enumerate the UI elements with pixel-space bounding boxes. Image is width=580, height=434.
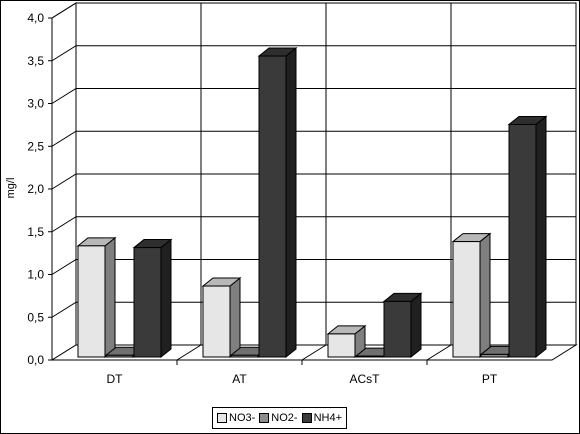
y-tick-label: 0,0 — [27, 353, 44, 367]
legend-swatch — [301, 413, 312, 423]
gridlines — [48, 2, 576, 365]
bar-at-nh4 — [257, 46, 298, 359]
x-category-labels: DT AT ACsT PT — [107, 372, 498, 386]
bar-dt-no3 — [76, 236, 117, 359]
gridline — [51, 216, 576, 233]
gridline — [51, 259, 576, 275]
y-axis-label: mg/l — [5, 178, 17, 199]
y-tick-label: 4,0 — [27, 11, 44, 25]
gridline — [51, 130, 576, 147]
bar-acst-nh4 — [382, 292, 423, 359]
legend: NO3- NO2- NH4+ — [212, 407, 347, 429]
gridline — [51, 88, 576, 104]
y-tick-label: 3,0 — [27, 97, 44, 111]
legend-label: NO3- — [229, 412, 256, 424]
chart-walls — [50, 2, 578, 361]
bar-dt-nh4 — [132, 238, 173, 359]
bar-pt-no3 — [451, 232, 492, 359]
y-tick-label: 2,5 — [27, 139, 44, 153]
x-category-label: PT — [482, 372, 498, 386]
gridline — [51, 45, 576, 62]
gridline — [51, 173, 576, 190]
legend-label: NO2- — [271, 412, 298, 424]
legend-item: NO2- — [259, 412, 298, 424]
legend-label: NH4+ — [313, 412, 342, 424]
y-tick-label: 2,0 — [27, 182, 44, 196]
gridline — [51, 2, 576, 19]
bars — [76, 46, 548, 359]
floor-divider — [426, 344, 452, 361]
y-tick-label: 0,5 — [27, 310, 44, 324]
legend-item: NH4+ — [301, 412, 342, 424]
y-tick-label: 1,5 — [27, 225, 44, 239]
legend-item: NO3- — [217, 412, 255, 424]
floor-divider — [176, 344, 202, 361]
legend-swatch — [217, 413, 227, 423]
bar-pt-nh4 — [507, 115, 548, 359]
legend-swatch — [259, 413, 270, 423]
floor-divider — [301, 344, 327, 361]
x-category-label: ACsT — [350, 372, 381, 386]
bar-acst-no3 — [326, 324, 367, 359]
bar-at-no3 — [201, 276, 242, 359]
y-tick-label: 3,5 — [27, 54, 44, 68]
x-category-label: DT — [107, 372, 124, 386]
y-tick-labels: 0,0 0,5 1,0 1,5 2,0 2,5 3,0 3,5 4,0 — [27, 11, 44, 367]
y-tick-label: 1,0 — [27, 268, 44, 282]
x-category-label: AT — [232, 372, 247, 386]
